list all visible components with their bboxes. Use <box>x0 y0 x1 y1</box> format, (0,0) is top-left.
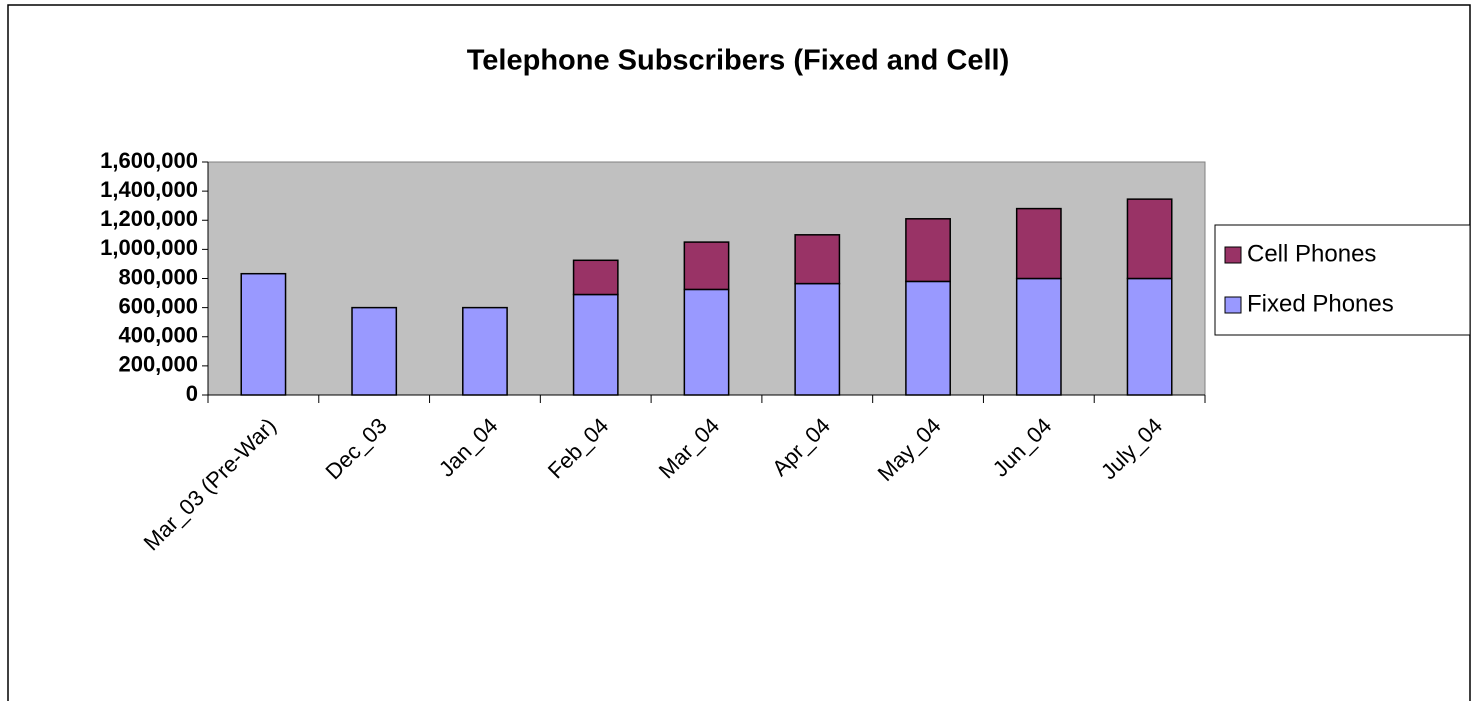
legend-box <box>1214 224 1471 336</box>
bar <box>905 218 951 283</box>
legend-label: Fixed Phones <box>1247 290 1394 317</box>
y-tick-label: 400,000 <box>118 323 198 348</box>
bar <box>794 234 841 285</box>
legend-label: Cell Phones <box>1247 240 1376 267</box>
y-tick-label: 1,400,000 <box>100 177 198 202</box>
y-tick-label: 1,000,000 <box>100 235 198 260</box>
bar <box>572 259 619 296</box>
bar <box>794 282 841 396</box>
y-tick-label: 1,200,000 <box>100 206 198 231</box>
bar <box>572 293 619 396</box>
bar <box>683 288 730 396</box>
y-tick-label: 0 <box>186 381 198 406</box>
y-tick-label: 800,000 <box>118 264 198 289</box>
y-tick-label: 200,000 <box>118 352 198 377</box>
y-tick-label: 600,000 <box>118 293 198 318</box>
bar <box>683 241 730 291</box>
bar <box>1015 277 1062 396</box>
bar <box>1126 277 1173 396</box>
legend-swatch <box>1224 296 1242 314</box>
bar <box>240 272 287 396</box>
bar <box>462 306 508 396</box>
bar <box>1015 207 1062 280</box>
bar <box>1126 198 1173 280</box>
chart-title: Telephone Subscribers (Fixed and Cell) <box>467 45 1010 77</box>
legend-swatch <box>1224 246 1242 264</box>
bar <box>351 306 398 396</box>
y-tick-label: 1,600,000 <box>100 148 198 173</box>
bar <box>905 280 951 396</box>
